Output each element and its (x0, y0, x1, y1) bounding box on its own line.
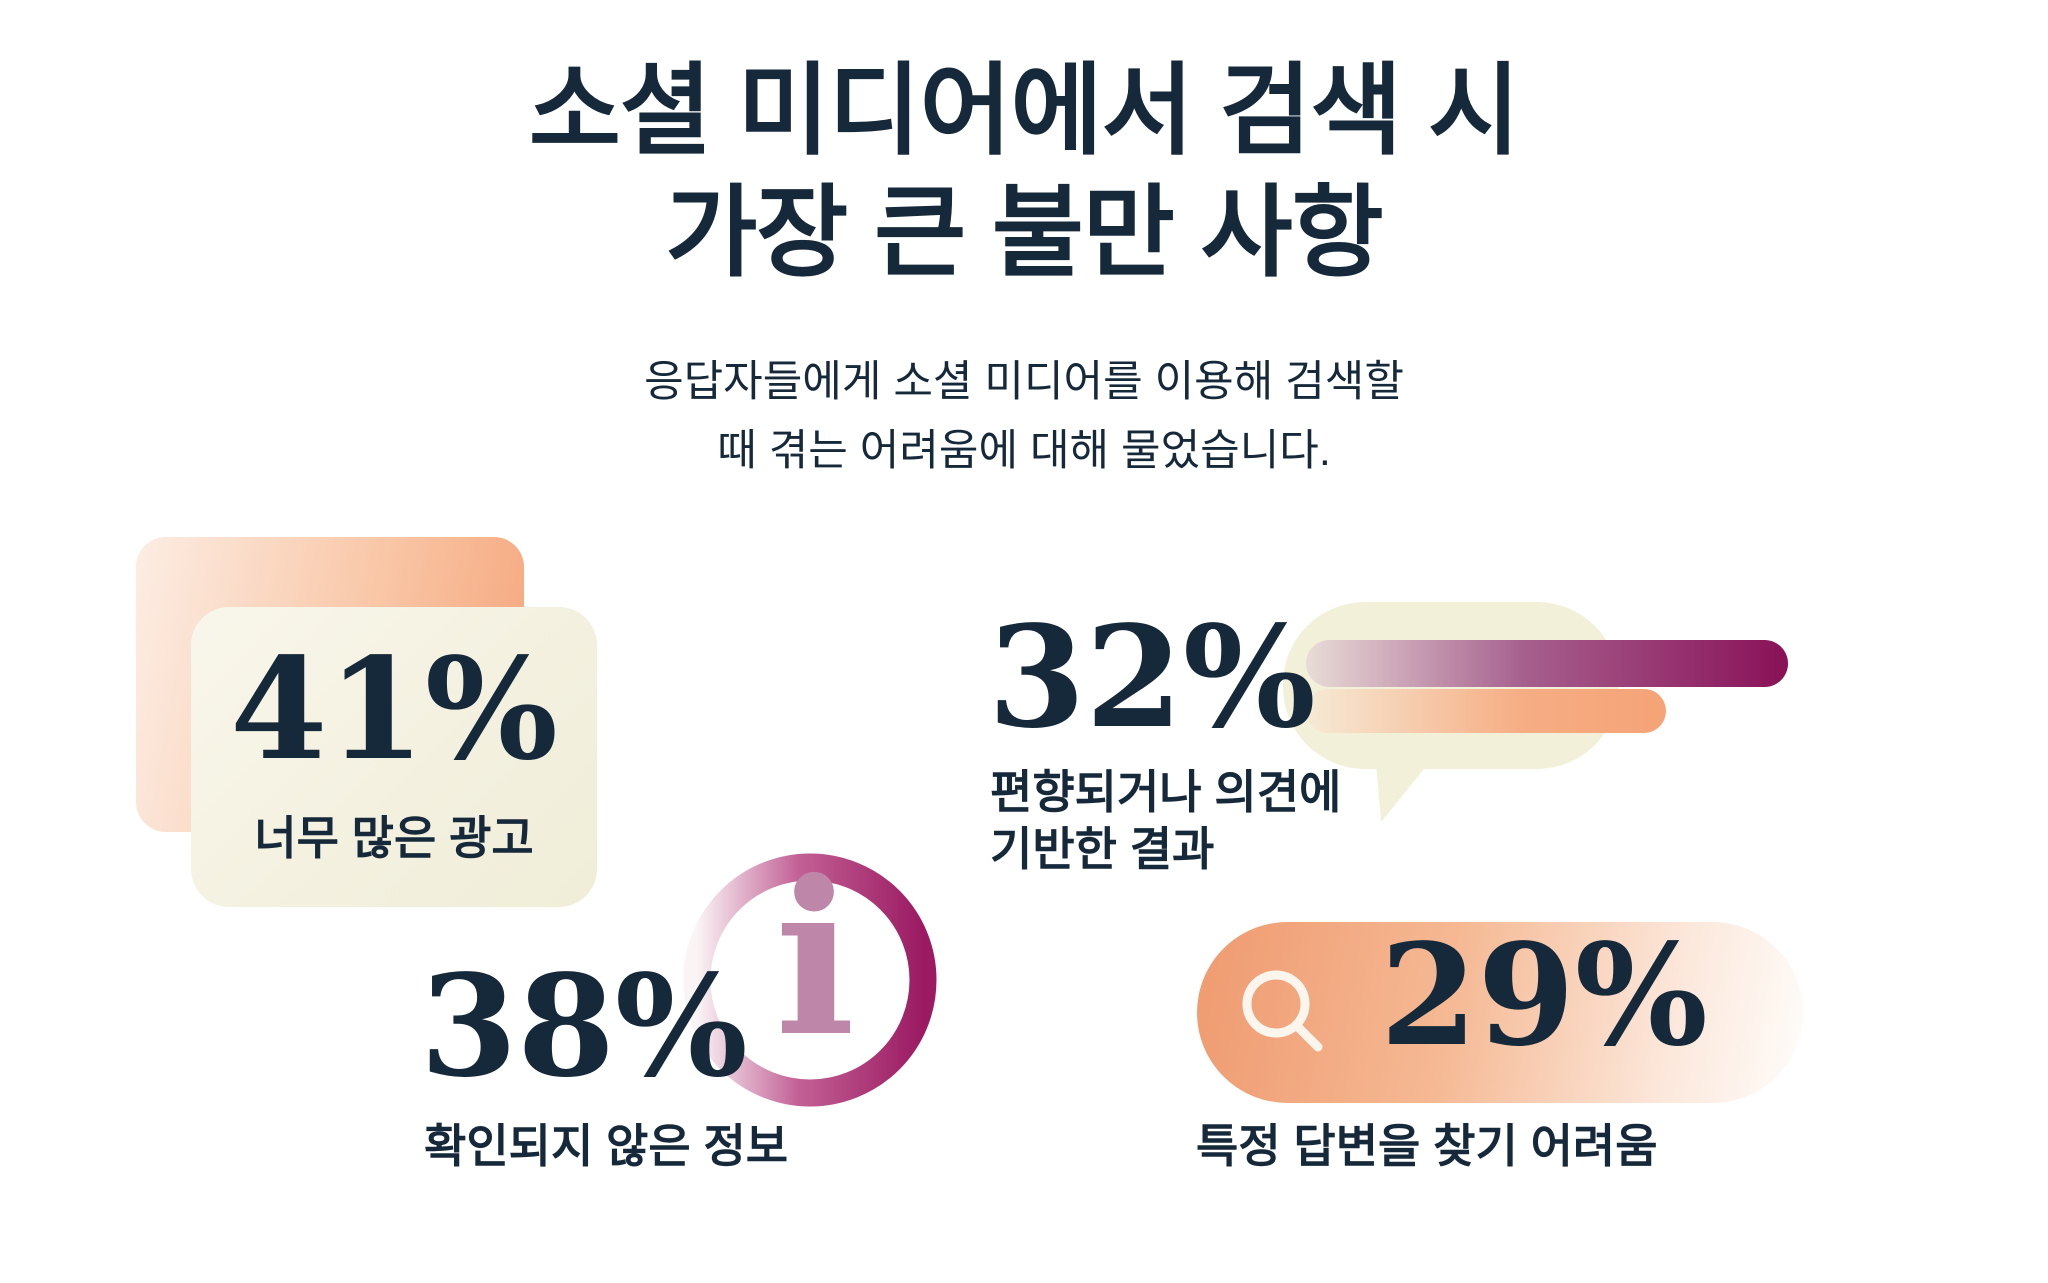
stat-value-too-many-ads: 41% (230, 628, 558, 792)
page-subtitle-line2: 때 겪는 어려움에 대해 물었습니다. (717, 427, 1331, 475)
stat-label-too-many-ads: 너무 많은 광고 (254, 812, 534, 864)
page-title: 소셜 미디어에서 검색 시 가장 큰 불만 사항 (0, 50, 2048, 294)
stat-label-biased-results: 편향되거나 의견에 기반한 결과 (990, 764, 1341, 878)
cream-card-shape: 41% 너무 많은 광고 (191, 607, 597, 907)
magnifying-glass-icon (1242, 970, 1323, 1052)
stat-value-hard-to-find: 29% (1380, 914, 1708, 1078)
page-title-line1: 소셜 미디어에서 검색 시 (528, 55, 1520, 167)
stat-label-biased-results-line1: 편향되거나 의견에 (990, 766, 1342, 818)
stat-label-hard-to-find: 특정 답변을 찾기 어려움 (1196, 1120, 1658, 1172)
search-bar-shape (1197, 922, 1803, 1103)
stat-value-biased-results: 32% (988, 596, 1316, 760)
info-circle-icon (683, 853, 937, 1107)
page-title-line2: 가장 큰 불만 사항 (665, 177, 1383, 289)
stat-label-biased-results-line2: 기반한 결과 (990, 823, 1215, 875)
speech-bubble-tail (1376, 764, 1428, 822)
stat-value-unverified-info: 38% (420, 945, 748, 1109)
info-letter-icon: i (774, 834, 856, 1083)
page-subtitle: 응답자들에게 소셜 미디어를 이용해 검색할 때 겪는 어려움에 대해 물었습니… (0, 348, 2048, 486)
page-subtitle-line1: 응답자들에게 소셜 미디어를 이용해 검색할 (644, 358, 1404, 406)
orange-bar-shape (1306, 689, 1666, 733)
purple-bar-shape (1306, 640, 1788, 687)
stat-label-unverified-info: 확인되지 않은 정보 (424, 1120, 789, 1172)
